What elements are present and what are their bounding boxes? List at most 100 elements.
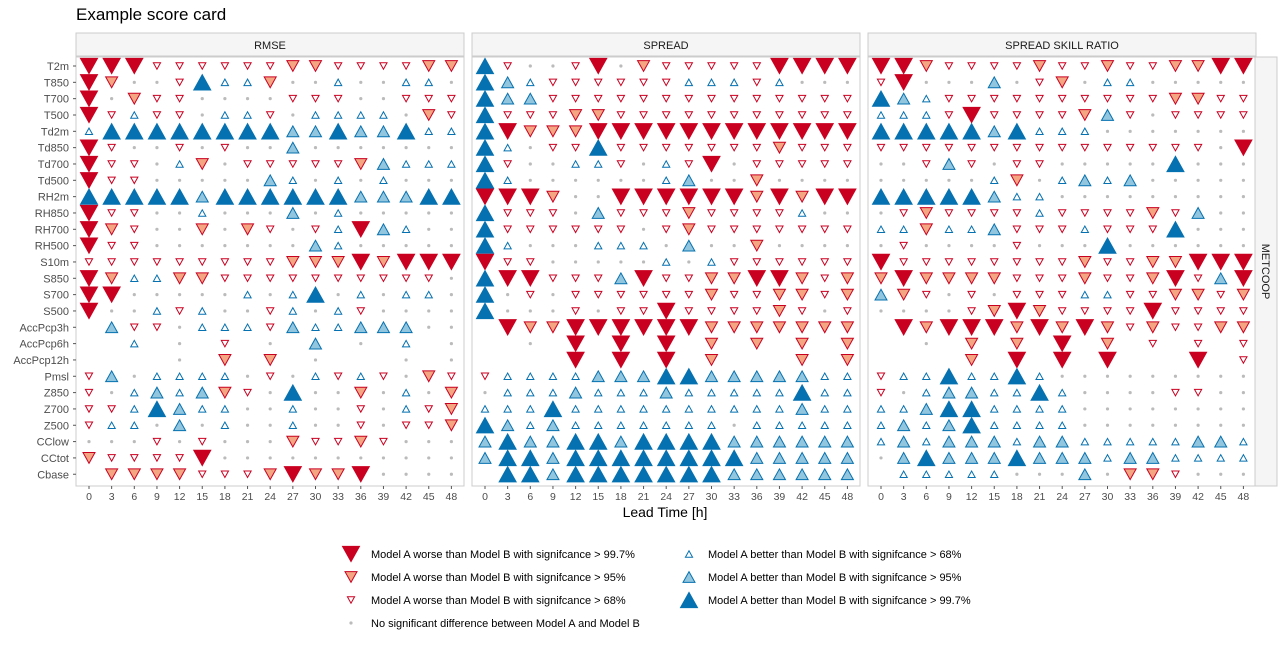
- score-marker: [500, 92, 515, 105]
- score-marker: [1196, 423, 1200, 427]
- score-marker: [1100, 321, 1115, 334]
- score-marker: [129, 420, 139, 429]
- score-marker: [238, 187, 257, 205]
- score-marker: [1083, 374, 1087, 378]
- score-marker: [475, 302, 495, 320]
- score-marker: [308, 337, 323, 350]
- score-marker: [1148, 143, 1158, 152]
- score-marker: [132, 439, 136, 444]
- score-marker: [419, 187, 439, 205]
- score-marker: [197, 372, 207, 381]
- score-marker: [1241, 244, 1245, 248]
- score-marker: [947, 80, 951, 84]
- score-marker: [283, 466, 303, 483]
- score-marker: [396, 122, 416, 140]
- score-marker: [288, 274, 298, 283]
- score-marker: [639, 94, 648, 103]
- score-marker: [679, 319, 699, 336]
- score-marker: [243, 258, 252, 267]
- score-marker: [1123, 468, 1137, 481]
- score-marker: [967, 160, 977, 169]
- score-marker: [916, 187, 936, 205]
- score-marker: [421, 60, 436, 73]
- score-marker: [1196, 244, 1200, 248]
- score-marker: [220, 62, 230, 71]
- score-marker: [987, 222, 1002, 236]
- score-marker: [286, 320, 300, 334]
- score-marker: [1145, 468, 1160, 481]
- score-marker: [797, 420, 807, 429]
- score-marker: [223, 244, 227, 248]
- score-marker: [967, 143, 977, 152]
- score-marker: [1234, 139, 1253, 157]
- score-marker: [896, 435, 911, 448]
- score-marker: [989, 111, 999, 120]
- score-marker: [427, 325, 431, 329]
- score-marker: [331, 256, 345, 269]
- score-marker: [311, 274, 320, 283]
- score-marker: [528, 64, 532, 68]
- score-marker: [152, 306, 162, 315]
- score-marker: [1196, 472, 1200, 476]
- score-marker: [596, 178, 600, 182]
- score-marker: [820, 290, 830, 299]
- score-marker: [200, 423, 204, 427]
- score-marker: [268, 97, 272, 101]
- x-tick-label: 39: [378, 491, 390, 503]
- score-marker: [286, 256, 300, 269]
- score-marker: [1052, 351, 1072, 369]
- score-marker: [1083, 423, 1087, 427]
- facet-row-strip: METCOOP: [1254, 56, 1278, 487]
- x-tick-label: 0: [878, 491, 884, 503]
- score-marker: [1080, 225, 1090, 234]
- score-marker: [817, 467, 832, 481]
- score-marker: [942, 386, 956, 399]
- score-marker: [1216, 453, 1226, 462]
- score-marker: [359, 211, 363, 215]
- score-marker: [107, 258, 117, 267]
- score-marker: [1103, 258, 1112, 267]
- score-marker: [1032, 305, 1047, 318]
- score-marker: [1103, 307, 1112, 316]
- score-marker: [840, 272, 855, 285]
- score-marker: [752, 404, 762, 413]
- score-marker: [962, 106, 981, 124]
- score-marker: [110, 309, 114, 313]
- score-marker: [992, 293, 996, 297]
- score-marker: [147, 187, 167, 205]
- score-marker: [178, 439, 182, 444]
- score-marker: [984, 319, 1004, 336]
- score-marker: [124, 187, 144, 205]
- score-marker: [1103, 176, 1112, 185]
- score-marker: [379, 274, 388, 283]
- score-marker: [1060, 374, 1064, 378]
- score-marker: [1148, 62, 1158, 71]
- score-marker: [702, 188, 721, 206]
- score-marker: [838, 123, 857, 140]
- score-marker: [593, 420, 603, 429]
- score-marker: [817, 435, 832, 448]
- score-marker: [170, 122, 189, 140]
- score-marker: [449, 309, 453, 313]
- score-marker: [520, 188, 540, 206]
- score-marker: [1037, 472, 1042, 476]
- score-marker: [729, 290, 739, 299]
- score-marker: [795, 272, 809, 285]
- score-marker: [313, 80, 318, 84]
- score-marker: [1128, 244, 1132, 248]
- score-marker: [245, 211, 250, 215]
- score-marker: [1216, 94, 1226, 103]
- score-marker: [611, 465, 631, 483]
- score-marker: [729, 258, 739, 267]
- score-marker: [775, 258, 784, 267]
- score-marker: [1035, 111, 1044, 120]
- score-marker: [770, 123, 789, 140]
- score-marker: [566, 335, 585, 353]
- score-marker: [79, 106, 99, 124]
- score-marker: [1125, 143, 1135, 152]
- score-marker: [1103, 209, 1112, 218]
- score-marker: [291, 374, 295, 378]
- score-marker: [571, 78, 581, 87]
- score-marker: [1191, 206, 1205, 219]
- score-marker: [679, 123, 699, 140]
